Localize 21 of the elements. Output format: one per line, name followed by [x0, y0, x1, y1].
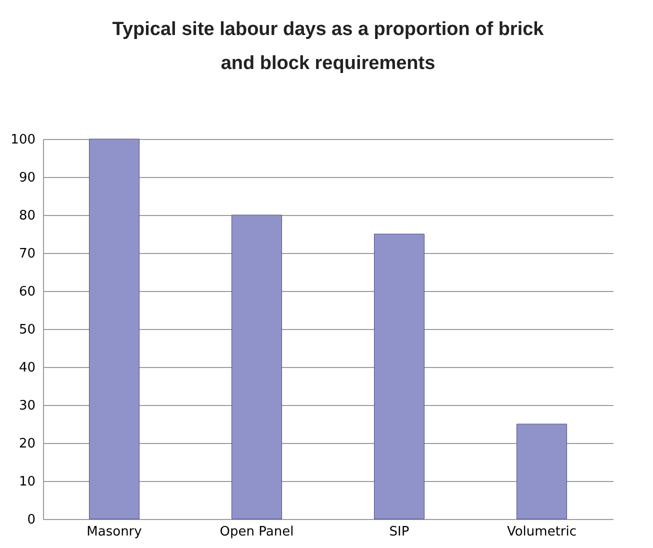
bar	[89, 138, 140, 520]
y-tick-label: 90	[18, 170, 36, 186]
x-tick-label: SIP	[389, 524, 410, 540]
y-tick-label: 80	[18, 208, 36, 224]
y-tick-label: 70	[18, 246, 36, 262]
bar	[516, 424, 567, 520]
text: and block requirements	[220, 53, 436, 74]
y-tick-label: 20	[18, 436, 36, 452]
x-tick-label: Open Panel	[220, 524, 294, 540]
y-tick-label: 50	[18, 322, 36, 338]
bar	[232, 214, 282, 520]
y-tick-label: 10	[18, 474, 36, 490]
x-tick-label: Masonry	[86, 524, 142, 540]
y-tick-label: 40	[18, 360, 36, 376]
y-tick-label: 60	[18, 284, 36, 300]
y-tick-label: 30	[18, 398, 36, 414]
text: Typical site labour days as a proportion of brick	[112, 19, 544, 40]
x-tick-label: Volumetric	[506, 524, 577, 540]
bar	[374, 234, 424, 520]
y-tick-label: 100	[10, 132, 36, 148]
y-tick-label: 0	[27, 512, 36, 528]
